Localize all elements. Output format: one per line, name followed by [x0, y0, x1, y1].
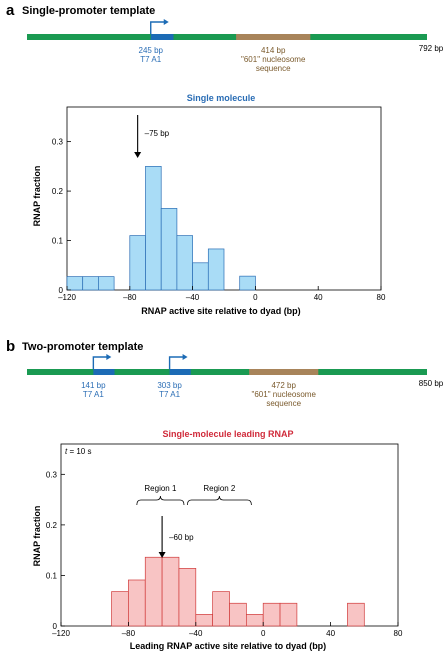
panel-b-title: Two-promoter template	[22, 341, 143, 353]
histogram-bar	[128, 579, 146, 627]
histogram-bar	[212, 591, 230, 627]
nucleosome-name-label: "601" nucleosome	[241, 55, 306, 64]
promoter-arrow-icon	[150, 21, 165, 34]
panel-a-title: Single-promoter template	[22, 5, 155, 17]
nucleosome-sequence-label: sequence	[256, 64, 291, 73]
promoter-arrowhead-icon	[106, 354, 112, 360]
chart-b-xlabel: Leading RNAP active site relative to dya…	[130, 641, 326, 651]
x-tick-label: 40	[314, 293, 323, 302]
histogram-bar	[160, 208, 178, 291]
x-tick-label: –120	[58, 293, 76, 302]
histogram-bar	[239, 275, 256, 291]
chart-a-title: Single molecule	[187, 93, 256, 103]
region-label: Region 1	[144, 484, 177, 493]
x-tick-label: –80	[123, 293, 137, 302]
x-tick-label: –40	[189, 629, 203, 638]
chart-b-ylabel: RNAP fraction	[32, 506, 42, 567]
nucleosome-name-label: "601" nucleosome	[252, 390, 317, 399]
promoter-position-label: 141 bp	[81, 381, 106, 390]
nucleosome-sequence-label: sequence	[266, 399, 301, 408]
chart-a-xlabel: RNAP active site relative to dyad (bp)	[141, 306, 300, 316]
y-tick-label: 0.1	[46, 571, 58, 580]
x-tick-label: 0	[261, 629, 266, 638]
y-tick-label: 0.1	[52, 237, 64, 246]
promoter-arrowhead-icon	[163, 19, 169, 25]
histogram-bar	[192, 262, 209, 291]
histogram-bar	[195, 614, 214, 627]
histogram-bar	[145, 166, 162, 291]
dna-strand	[27, 369, 427, 375]
annotation-arrowhead-icon	[134, 152, 142, 158]
chart-a: –120 –80 –40 0 40 80 0 0.1 0.2 0.3 –75 bp	[52, 106, 386, 302]
dna-strand	[27, 34, 427, 40]
promoter-arrowhead-icon	[182, 354, 188, 360]
histogram-bar	[207, 248, 225, 291]
x-tick-label: –40	[186, 293, 200, 302]
histogram-bar	[98, 276, 115, 291]
x-tick-label: 40	[326, 629, 335, 638]
x-tick-label: 80	[394, 629, 403, 638]
nucleosome-segment	[236, 34, 311, 40]
x-tick-label: 0	[253, 293, 258, 302]
y-tick-label: 0.2	[52, 187, 64, 196]
nucleosome-segment	[249, 369, 319, 375]
y-tick-label: 0.3	[52, 138, 64, 147]
nucleosome-position-label: 472 bp	[271, 381, 296, 390]
time-label: t = 10 s	[65, 447, 91, 456]
y-tick-label: 0.2	[46, 521, 58, 530]
panel-a-letter: a	[6, 2, 15, 19]
x-tick-label: 80	[377, 293, 386, 302]
x-tick-label: –80	[122, 629, 136, 638]
promoter-name-label: T7 A1	[140, 55, 161, 64]
histogram-bar	[144, 556, 163, 627]
region-label: Region 2	[203, 484, 236, 493]
histogram-bar	[178, 568, 197, 627]
histogram-bar	[66, 276, 84, 291]
histogram-bar	[279, 602, 298, 627]
chart-a-ylabel: RNAP fraction	[32, 166, 42, 227]
y-tick-label: 0	[53, 622, 58, 631]
template-length-label: 792 bp	[419, 44, 444, 53]
x-tick-label: –120	[52, 629, 70, 638]
region-brace	[136, 495, 185, 506]
annotation-label: –75 bp	[145, 129, 170, 138]
promoter-position-label: 303 bp	[157, 381, 182, 390]
histogram-bar	[161, 556, 180, 627]
template-length-label: 850 bp	[419, 379, 444, 388]
histogram-bar	[111, 591, 129, 627]
promoter-position-label: 245 bp	[139, 46, 164, 55]
promoter-name-label: T7 A1	[159, 390, 180, 399]
promoter-arrow-icon	[168, 356, 184, 369]
histogram-bar	[229, 602, 247, 627]
y-tick-label: 0	[59, 286, 64, 295]
promoter-segment	[169, 369, 191, 375]
chart-b-title: Single-molecule leading RNAP	[162, 429, 293, 439]
promoter-name-label: T7 A1	[83, 390, 104, 399]
histogram-bar	[347, 602, 365, 627]
promoter-arrow-icon	[92, 356, 108, 369]
nucleosome-position-label: 414 bp	[261, 46, 286, 55]
annotation-arrowhead-icon	[158, 552, 166, 558]
panel-b-letter: b	[6, 338, 15, 355]
histogram-bar	[262, 602, 281, 627]
histogram-bar	[129, 235, 146, 291]
histogram-bar	[82, 276, 99, 291]
region-brace	[186, 495, 252, 506]
annotation-label: –60 bp	[169, 533, 194, 542]
chart-b: –120 –80 –40 0 40 80 0 0.1 0.2 0.3 –60 bp t = 10 s R…	[46, 443, 403, 638]
y-tick-label: 0.3	[46, 470, 58, 479]
promoter-segment	[93, 369, 115, 375]
promoter-segment	[150, 34, 174, 40]
histogram-bar	[246, 614, 264, 627]
histogram-bar	[176, 235, 193, 291]
